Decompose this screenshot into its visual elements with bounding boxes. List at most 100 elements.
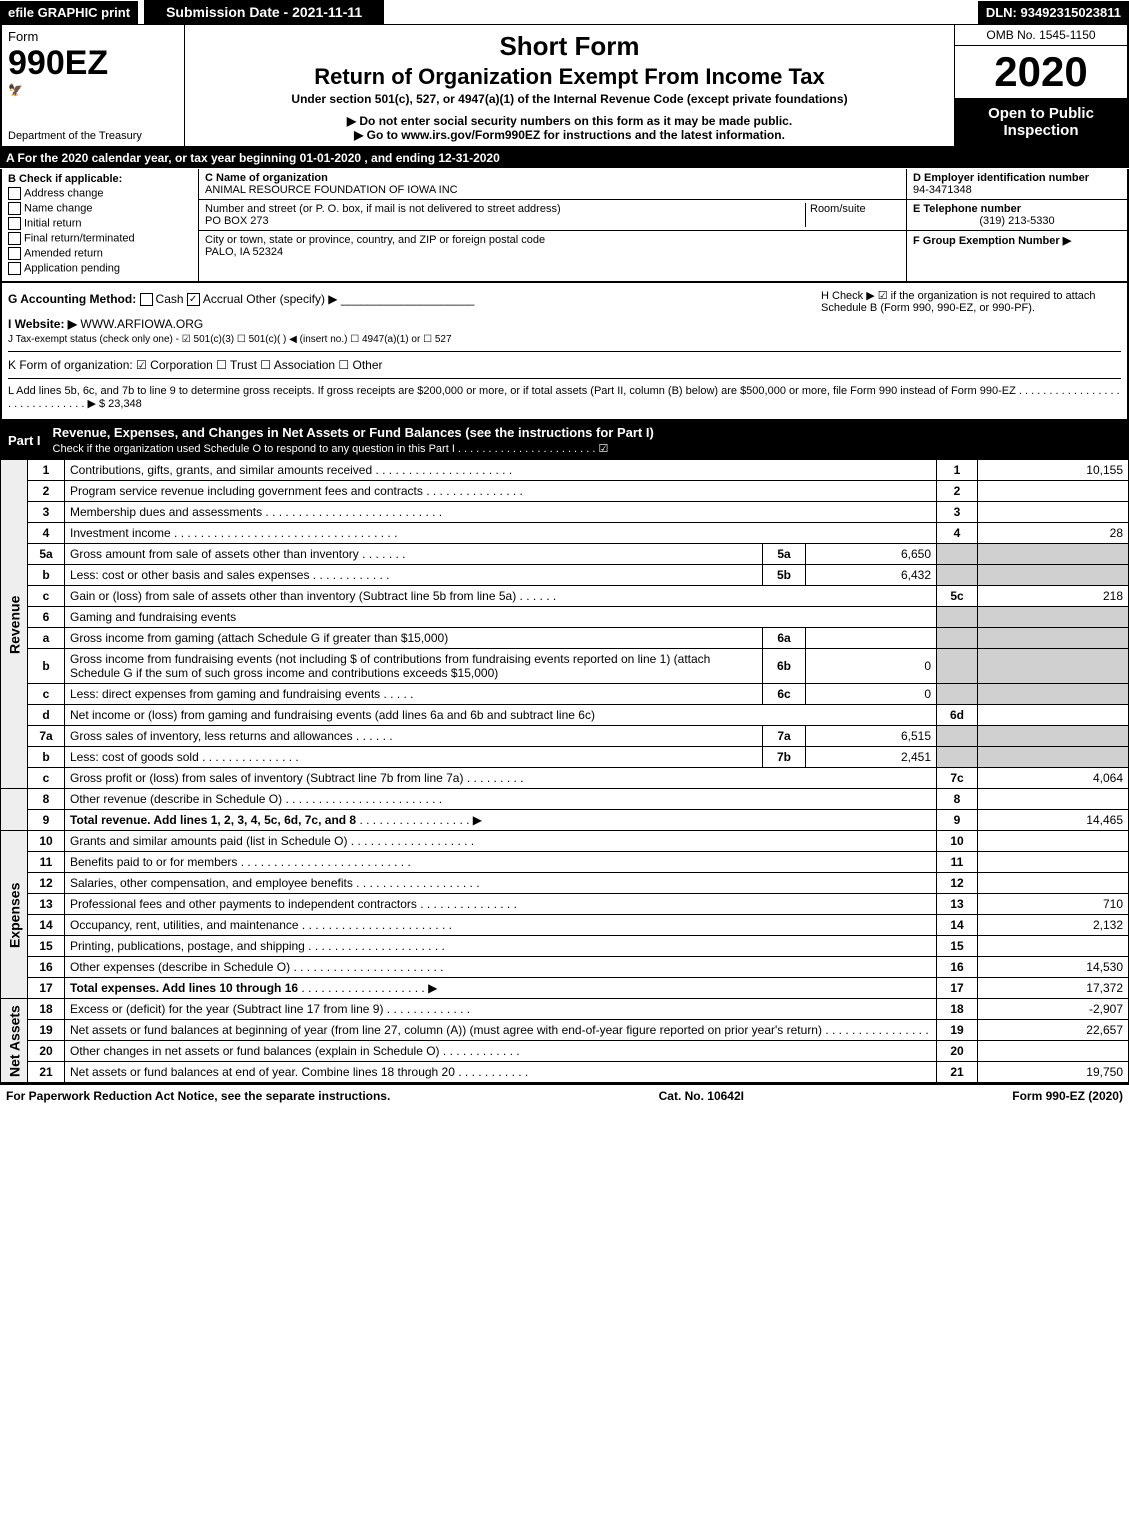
line-5b-amount: 6,432 xyxy=(806,565,937,586)
line-i-website: I Website: ▶ WWW.ARFIOWA.ORG xyxy=(8,317,1121,331)
line-7b-text: Less: cost of goods sold xyxy=(70,750,199,764)
checkbox-name-change[interactable]: Name change xyxy=(8,202,192,215)
dln-label: DLN: 93492315023811 xyxy=(978,1,1129,24)
footer-right: Form 990-EZ (2020) xyxy=(1012,1089,1123,1103)
line-5c-text: Gain or (loss) from sale of assets other… xyxy=(70,589,516,603)
line-15-amount xyxy=(978,936,1129,957)
line-7c-text: Gross profit or (loss) from sales of inv… xyxy=(70,771,463,785)
phone-label: E Telephone number xyxy=(913,203,1121,215)
line-5a-text: Gross amount from sale of assets other t… xyxy=(70,547,359,561)
line-3-amount xyxy=(978,502,1129,523)
line-18-text: Excess or (deficit) for the year (Subtra… xyxy=(70,1002,383,1016)
top-bar: efile GRAPHIC print Submission Date - 20… xyxy=(0,0,1129,25)
line-19-text: Net assets or fund balances at beginning… xyxy=(70,1023,822,1037)
title-return: Return of Organization Exempt From Incom… xyxy=(193,64,946,90)
section-def: D Employer identification number 94-3471… xyxy=(906,169,1127,281)
line-14-text: Occupancy, rent, utilities, and maintena… xyxy=(70,918,299,932)
line-7b-amount: 2,451 xyxy=(806,747,937,768)
line-16-text: Other expenses (describe in Schedule O) xyxy=(70,960,290,974)
part1-title: Revenue, Expenses, and Changes in Net As… xyxy=(53,425,654,440)
line-k-org-form: K Form of organization: ☑ Corporation ☐ … xyxy=(8,358,1121,372)
form-label: Form xyxy=(8,29,178,44)
header-right: OMB No. 1545-1150 2020 Open to Public In… xyxy=(954,25,1127,146)
footer-left: For Paperwork Reduction Act Notice, see … xyxy=(6,1089,390,1103)
line-8-text: Other revenue (describe in Schedule O) xyxy=(70,792,282,806)
line-2-amount xyxy=(978,481,1129,502)
ein-label: D Employer identification number xyxy=(913,172,1121,184)
line-16-amount: 14,530 xyxy=(978,957,1129,978)
section-bcdef: B Check if applicable: Address change Na… xyxy=(0,169,1129,283)
line-9-amount: 14,465 xyxy=(978,810,1129,831)
part1-subtitle: Check if the organization used Schedule … xyxy=(53,443,609,455)
line-3-text: Membership dues and assessments xyxy=(70,505,262,519)
subtitle-section: Under section 501(c), 527, or 4947(a)(1)… xyxy=(193,92,946,106)
form-header: Form 990EZ 🦅 Department of the Treasury … xyxy=(0,25,1129,148)
line-6a-text: Gross income from gaming (attach Schedul… xyxy=(65,628,763,649)
line-11-amount xyxy=(978,852,1129,873)
line-7a-amount: 6,515 xyxy=(806,726,937,747)
side-label-expenses: Expenses xyxy=(1,831,28,999)
subtitle-goto-link[interactable]: ▶ Go to www.irs.gov/Form990EZ for instru… xyxy=(193,128,946,142)
line-5a-amount: 6,650 xyxy=(806,544,937,565)
line-13-text: Professional fees and other payments to … xyxy=(70,897,417,911)
line-8-amount xyxy=(978,789,1129,810)
side-label-netassets: Net Assets xyxy=(1,999,28,1083)
city-value: PALO, IA 52324 xyxy=(205,246,283,258)
line-1-text: Contributions, gifts, grants, and simila… xyxy=(70,463,372,477)
org-name-label: C Name of organization xyxy=(205,172,900,184)
line-a-tax-year: A For the 2020 calendar year, or tax yea… xyxy=(0,148,1129,169)
header-left: Form 990EZ 🦅 Department of the Treasury xyxy=(2,25,185,146)
org-name-value: ANIMAL RESOURCE FOUNDATION OF IOWA INC xyxy=(205,184,900,196)
line-6-text: Gaming and fundraising events xyxy=(65,607,937,628)
line-17-text: Total expenses. Add lines 10 through 16 xyxy=(70,981,298,995)
section-c: C Name of organization ANIMAL RESOURCE F… xyxy=(199,169,906,281)
line-19-amount: 22,657 xyxy=(978,1020,1129,1041)
line-21-text: Net assets or fund balances at end of ye… xyxy=(70,1065,455,1079)
line-6b-amount: 0 xyxy=(806,649,937,684)
line-20-text: Other changes in net assets or fund bala… xyxy=(70,1044,440,1058)
open-public-label: Open to Public Inspection xyxy=(955,99,1127,146)
header-center: Short Form Return of Organization Exempt… xyxy=(185,25,954,146)
line-2-text: Program service revenue including govern… xyxy=(70,484,423,498)
line-21-amount: 19,750 xyxy=(978,1062,1129,1083)
line-10-text: Grants and similar amounts paid (list in… xyxy=(70,834,347,848)
checkbox-amended-return[interactable]: Amended return xyxy=(8,247,192,260)
address-value: PO BOX 273 xyxy=(205,215,269,227)
checkbox-address-change[interactable]: Address change xyxy=(8,187,192,200)
part1-table: Revenue 1 Contributions, gifts, grants, … xyxy=(0,459,1129,1083)
line-6d-text: Net income or (loss) from gaming and fun… xyxy=(65,705,937,726)
section-ghijkl: G Accounting Method: Cash Accrual Other … xyxy=(0,283,1129,421)
tax-year: 2020 xyxy=(955,46,1127,99)
line-13-amount: 710 xyxy=(978,894,1129,915)
department-label: Department of the Treasury xyxy=(8,130,178,142)
checkbox-final-return[interactable]: Final return/terminated xyxy=(8,232,192,245)
title-short-form: Short Form xyxy=(193,31,946,62)
line-6c-amount: 0 xyxy=(806,684,937,705)
line-h-schedule-b: H Check ▶ ☑ if the organization is not r… xyxy=(821,289,1121,314)
eagle-icon: 🦅 xyxy=(8,83,178,97)
efile-print-label[interactable]: efile GRAPHIC print xyxy=(0,1,138,24)
part1-label: Part I xyxy=(8,433,41,448)
line-17-amount: 17,372 xyxy=(978,978,1129,999)
part1-header: Part I Revenue, Expenses, and Changes in… xyxy=(0,421,1129,459)
section-b-checkboxes: B Check if applicable: Address change Na… xyxy=(2,169,199,281)
side-label-revenue: Revenue xyxy=(1,460,28,789)
room-suite-label: Room/suite xyxy=(805,203,900,227)
checkbox-initial-return[interactable]: Initial return xyxy=(8,217,192,230)
line-g-accounting: G Accounting Method: Cash Accrual Other … xyxy=(8,292,821,306)
city-label: City or town, state or province, country… xyxy=(205,234,545,246)
line-15-text: Printing, publications, postage, and shi… xyxy=(70,939,305,953)
form-number: 990EZ xyxy=(8,44,178,83)
page-footer: For Paperwork Reduction Act Notice, see … xyxy=(0,1083,1129,1107)
checkbox-application-pending[interactable]: Application pending xyxy=(8,262,192,275)
section-b-header: B Check if applicable: xyxy=(8,173,192,185)
line-l-gross-receipts: L Add lines 5b, 6c, and 7b to line 9 to … xyxy=(8,385,1121,410)
line-7c-amount: 4,064 xyxy=(978,768,1129,789)
line-j-tax-exempt: J Tax-exempt status (check only one) - ☑… xyxy=(8,334,1121,345)
line-7a-text: Gross sales of inventory, less returns a… xyxy=(70,729,353,743)
line-6b-text: Gross income from fundraising events (no… xyxy=(65,649,763,684)
submission-date-label: Submission Date - 2021-11-11 xyxy=(144,0,384,24)
line-5c-amount: 218 xyxy=(978,586,1129,607)
line-4-amount: 28 xyxy=(978,523,1129,544)
website-value[interactable]: WWW.ARFIOWA.ORG xyxy=(80,317,203,331)
